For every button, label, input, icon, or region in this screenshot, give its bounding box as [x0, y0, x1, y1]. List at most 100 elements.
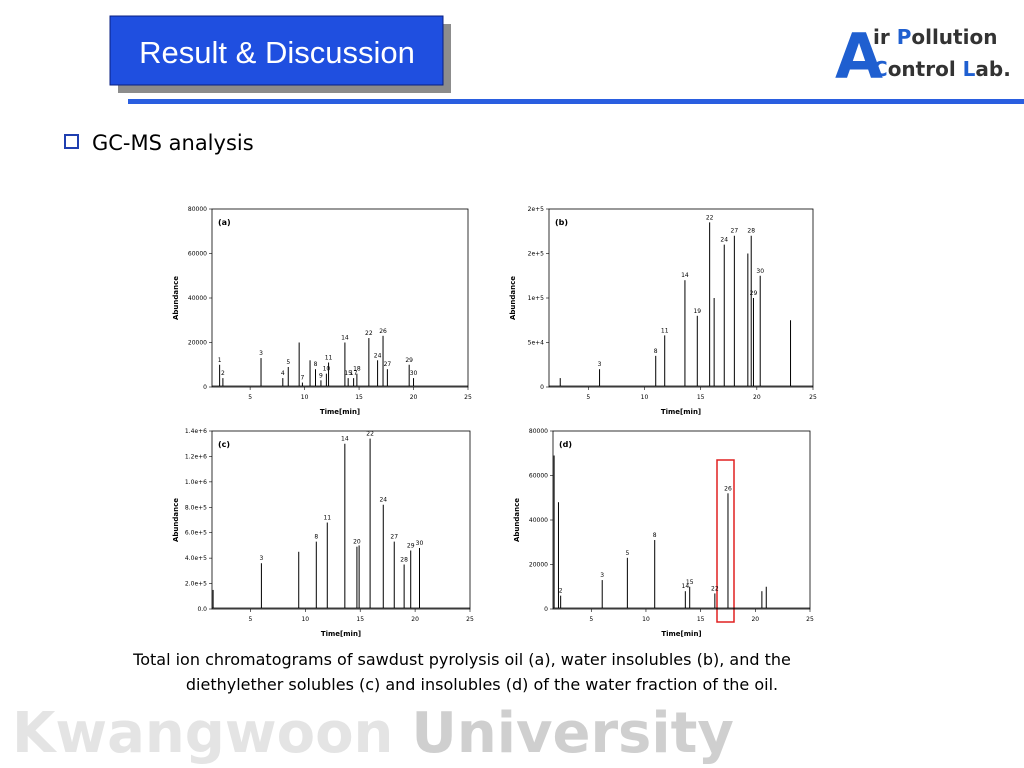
- y-axis-label: Abundance: [513, 498, 521, 542]
- peak-label: 7: [301, 375, 305, 382]
- x-tick-label: 10: [301, 394, 309, 401]
- bullet-text: GC-MS analysis: [92, 131, 254, 155]
- y-tick-label: 20000: [188, 340, 207, 347]
- x-tick-label: 15: [697, 394, 705, 401]
- peak-label: 26: [724, 485, 732, 492]
- panel-label: (c): [218, 440, 230, 449]
- x-tick-label: 20: [410, 394, 418, 401]
- peak-label: 22: [706, 214, 714, 221]
- y-tick-label: 0: [544, 606, 548, 613]
- y-tick-label: 1e+5: [528, 295, 545, 302]
- y-tick-label: 1.0e+6: [185, 479, 207, 486]
- caption-line: diethylether solubles (c) and insolubles…: [186, 675, 778, 694]
- x-tick-label: 20: [753, 394, 761, 401]
- x-axis-label: Time[min]: [661, 408, 701, 416]
- peak-label: 3: [600, 572, 604, 579]
- panel-label: (b): [555, 218, 568, 227]
- peak-label: 22: [711, 585, 719, 592]
- x-tick-label: 5: [589, 616, 593, 623]
- peak-label: 22: [366, 431, 374, 438]
- logo-line: Control Lab.: [873, 57, 1011, 81]
- y-axis-label: Abundance: [172, 276, 180, 320]
- peak-label: 29: [405, 357, 413, 364]
- peak-label: 30: [410, 370, 418, 377]
- peak-label: 14: [341, 335, 349, 342]
- y-tick-label: 2e+5: [528, 251, 545, 258]
- peak-label: 5: [625, 550, 629, 557]
- peak-label: 15: [686, 579, 694, 586]
- peak-label: 2: [221, 370, 225, 377]
- peak-label: 20: [353, 539, 361, 546]
- x-tick-label: 20: [751, 616, 759, 623]
- x-axis-label: Time[min]: [661, 630, 701, 638]
- peak-label: 8: [314, 361, 318, 368]
- peak-label: 27: [731, 228, 739, 235]
- x-tick-label: 5: [248, 394, 252, 401]
- peak-label: 29: [407, 543, 415, 550]
- y-tick-label: 2e+5: [528, 206, 545, 213]
- y-tick-label: 4.0e+5: [185, 555, 207, 562]
- title-box: [109, 15, 444, 86]
- y-tick-label: 40000: [529, 517, 548, 524]
- plot-frame: [211, 430, 471, 610]
- highlight-box: [716, 459, 735, 623]
- y-tick-label: 1.4e+6: [185, 428, 207, 435]
- peak-label: 27: [390, 534, 398, 541]
- peak-label: 19: [693, 308, 701, 315]
- bullet-box: [64, 134, 79, 149]
- y-tick-label: 1.2e+6: [185, 453, 207, 460]
- y-axis-label: Abundance: [172, 498, 180, 542]
- peak-label: 8: [314, 534, 318, 541]
- peak-label: 17: [350, 370, 358, 377]
- peak-label: 3: [598, 361, 602, 368]
- peak-label: 4: [281, 370, 285, 377]
- peak-label: 29: [750, 290, 758, 297]
- y-tick-label: 60000: [188, 251, 207, 258]
- x-tick-label: 15: [356, 616, 364, 623]
- peak-label: 9: [319, 372, 323, 379]
- peak-label: 11: [323, 515, 331, 522]
- peak-label: 3: [259, 350, 263, 357]
- caption-line: Total ion chromatograms of sawdust pyrol…: [132, 650, 791, 669]
- peak-label: 1: [218, 357, 222, 364]
- peak-label: 14: [682, 583, 690, 590]
- header-rule: [128, 99, 1024, 104]
- x-tick-label: 10: [641, 394, 649, 401]
- y-tick-label: 8.0e+5: [185, 504, 207, 511]
- x-tick-label: 20: [411, 616, 419, 623]
- peak-label: 14: [681, 272, 689, 279]
- peak-label: 5: [286, 359, 290, 366]
- footer-text: Kwangwoon University: [12, 701, 734, 766]
- plot-frame: [548, 208, 814, 388]
- peak-label: 24: [374, 352, 382, 359]
- peak-label: 24: [720, 237, 728, 244]
- peak-label: 8: [653, 532, 657, 539]
- peak-label: 11: [325, 355, 333, 362]
- x-axis-label: Time[min]: [320, 408, 360, 416]
- panel-label: (a): [218, 218, 231, 227]
- x-tick-label: 25: [466, 616, 474, 623]
- peak-label: 18: [353, 366, 361, 373]
- peak-label: 30: [756, 268, 764, 275]
- y-tick-label: 60000: [529, 473, 548, 480]
- peak-label: 30: [416, 540, 424, 547]
- x-tick-label: 25: [809, 394, 817, 401]
- x-tick-label: 5: [586, 394, 590, 401]
- x-tick-label: 10: [642, 616, 650, 623]
- peak-label: 24: [379, 497, 387, 504]
- peak-label: 14: [341, 436, 349, 443]
- peak-label: 26: [379, 328, 387, 335]
- y-tick-label: 0: [203, 384, 207, 391]
- plot-frame: [211, 208, 469, 388]
- logo-initial: A: [835, 20, 883, 93]
- x-tick-label: 25: [806, 616, 814, 623]
- peak-label: 22: [365, 330, 373, 337]
- y-tick-label: 6.0e+5: [185, 530, 207, 537]
- y-tick-label: 20000: [529, 562, 548, 569]
- peak-label: 2: [559, 588, 563, 595]
- y-tick-label: 40000: [188, 295, 207, 302]
- peak-label: 11: [661, 327, 669, 334]
- x-tick-label: 10: [301, 616, 309, 623]
- logo-line: ir Pollution: [873, 25, 997, 49]
